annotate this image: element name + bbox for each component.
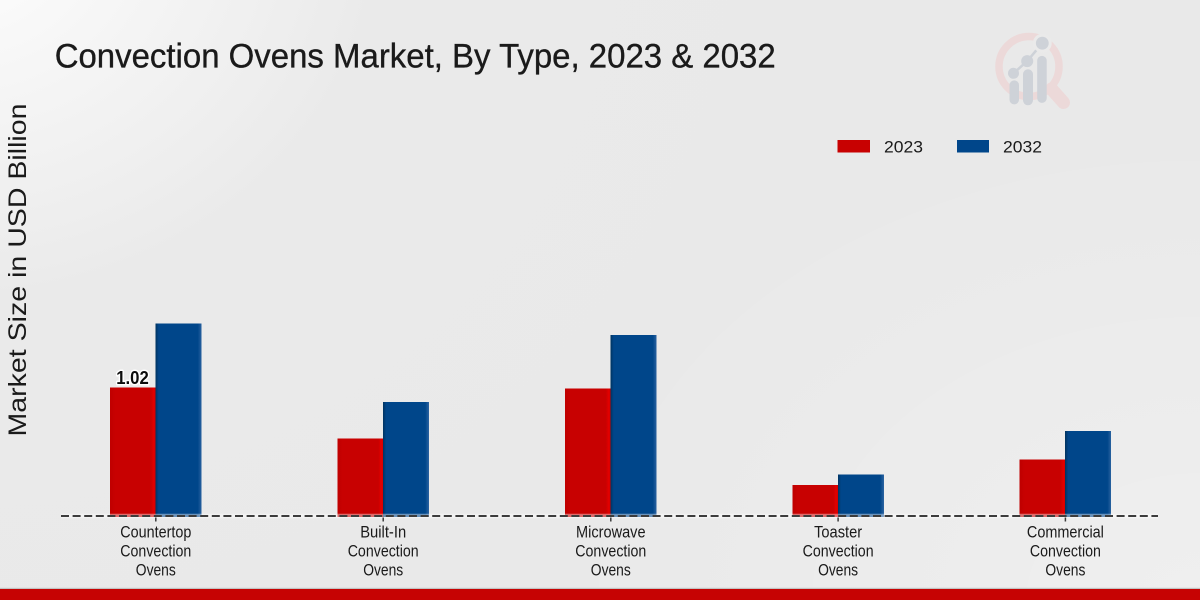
svg-text:Convection: Convection: [120, 543, 191, 561]
svg-text:Ovens: Ovens: [136, 562, 176, 580]
svg-text:2032: 2032: [1003, 138, 1042, 157]
svg-text:Microwave: Microwave: [576, 524, 646, 542]
svg-text:2023: 2023: [884, 138, 923, 157]
svg-text:Commercial: Commercial: [1027, 524, 1104, 542]
svg-text:Countertop: Countertop: [120, 524, 191, 542]
svg-text:Convection: Convection: [348, 543, 419, 561]
svg-text:Ovens: Ovens: [363, 562, 403, 580]
svg-text:Market Size in USD Billion: Market Size in USD Billion: [4, 104, 32, 437]
svg-text:Ovens: Ovens: [818, 562, 858, 580]
svg-text:Ovens: Ovens: [591, 562, 631, 580]
svg-text:Convection: Convection: [803, 543, 874, 561]
svg-text:Toaster: Toaster: [814, 524, 862, 542]
svg-text:1.02: 1.02: [116, 367, 149, 388]
svg-text:Convection Ovens Market, By Ty: Convection Ovens Market, By Type, 2023 &…: [55, 38, 776, 76]
svg-text:Convection: Convection: [575, 543, 646, 561]
svg-text:Convection: Convection: [1030, 543, 1101, 561]
svg-text:Ovens: Ovens: [1045, 562, 1085, 580]
svg-text:Built-In: Built-In: [360, 524, 406, 542]
